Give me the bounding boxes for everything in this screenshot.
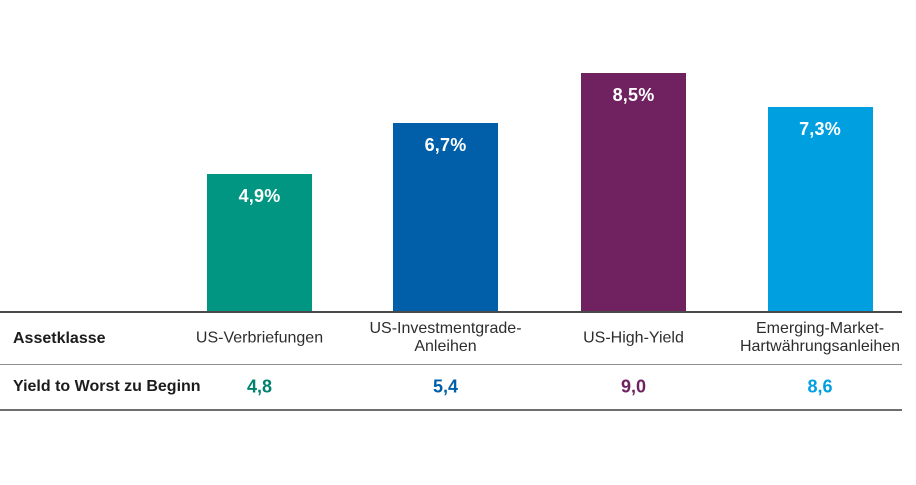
yield-value-us-verbriefungen: 4,8 [246, 375, 273, 396]
row-label-yield-to-worst: Yield to Worst zu Beginn [13, 377, 201, 395]
table-row-assetklasse: Assetklasse US-Verbriefungen US-Investme… [0, 311, 902, 365]
bar-emerging-market-hartwaehrungsanleihen: 7,3% [767, 107, 873, 311]
bar-us-high-yield: 8,5% [581, 73, 686, 311]
bar-us-verbriefungen: 4,9% [207, 174, 312, 311]
column-header-us-high-yield: US-High-Yield [583, 329, 684, 347]
column-header-emerging-market-hartwaehrungsanleihen: Emerging-Market- Hartwährungsanleihen [739, 319, 901, 356]
column-header-us-verbriefungen: US-Verbriefungen [195, 329, 324, 347]
row-label-assetklasse: Assetklasse [13, 329, 106, 347]
bar-value-label-us-investmentgrade-anleihen: 6,7% [424, 135, 467, 155]
yield-value-us-high-yield: 9,0 [620, 375, 647, 396]
column-header-us-investmentgrade-anleihen: US-Investmentgrade- Anleihen [369, 319, 522, 356]
bar-value-label-us-verbriefungen: 4,9% [238, 186, 281, 206]
bar-value-label-emerging-market-hartwaehrungsanleihen: 7,3% [799, 119, 841, 139]
bar-value-label-us-high-yield: 8,5% [612, 85, 655, 105]
yield-value-emerging-market-hartwaehrungsanleihen: 8,6 [807, 375, 833, 396]
table-row-yield-to-worst: Yield to Worst zu Beginn 4,8 5,4 9,0 8,6 [0, 364, 902, 411]
bar-chart-plot-area: 4,9% 6,7% 8,5% 7,3% [207, 73, 873, 311]
bar-us-investmentgrade-anleihen: 6,7% [393, 123, 498, 311]
yield-value-us-investmentgrade-anleihen: 5,4 [432, 375, 459, 396]
